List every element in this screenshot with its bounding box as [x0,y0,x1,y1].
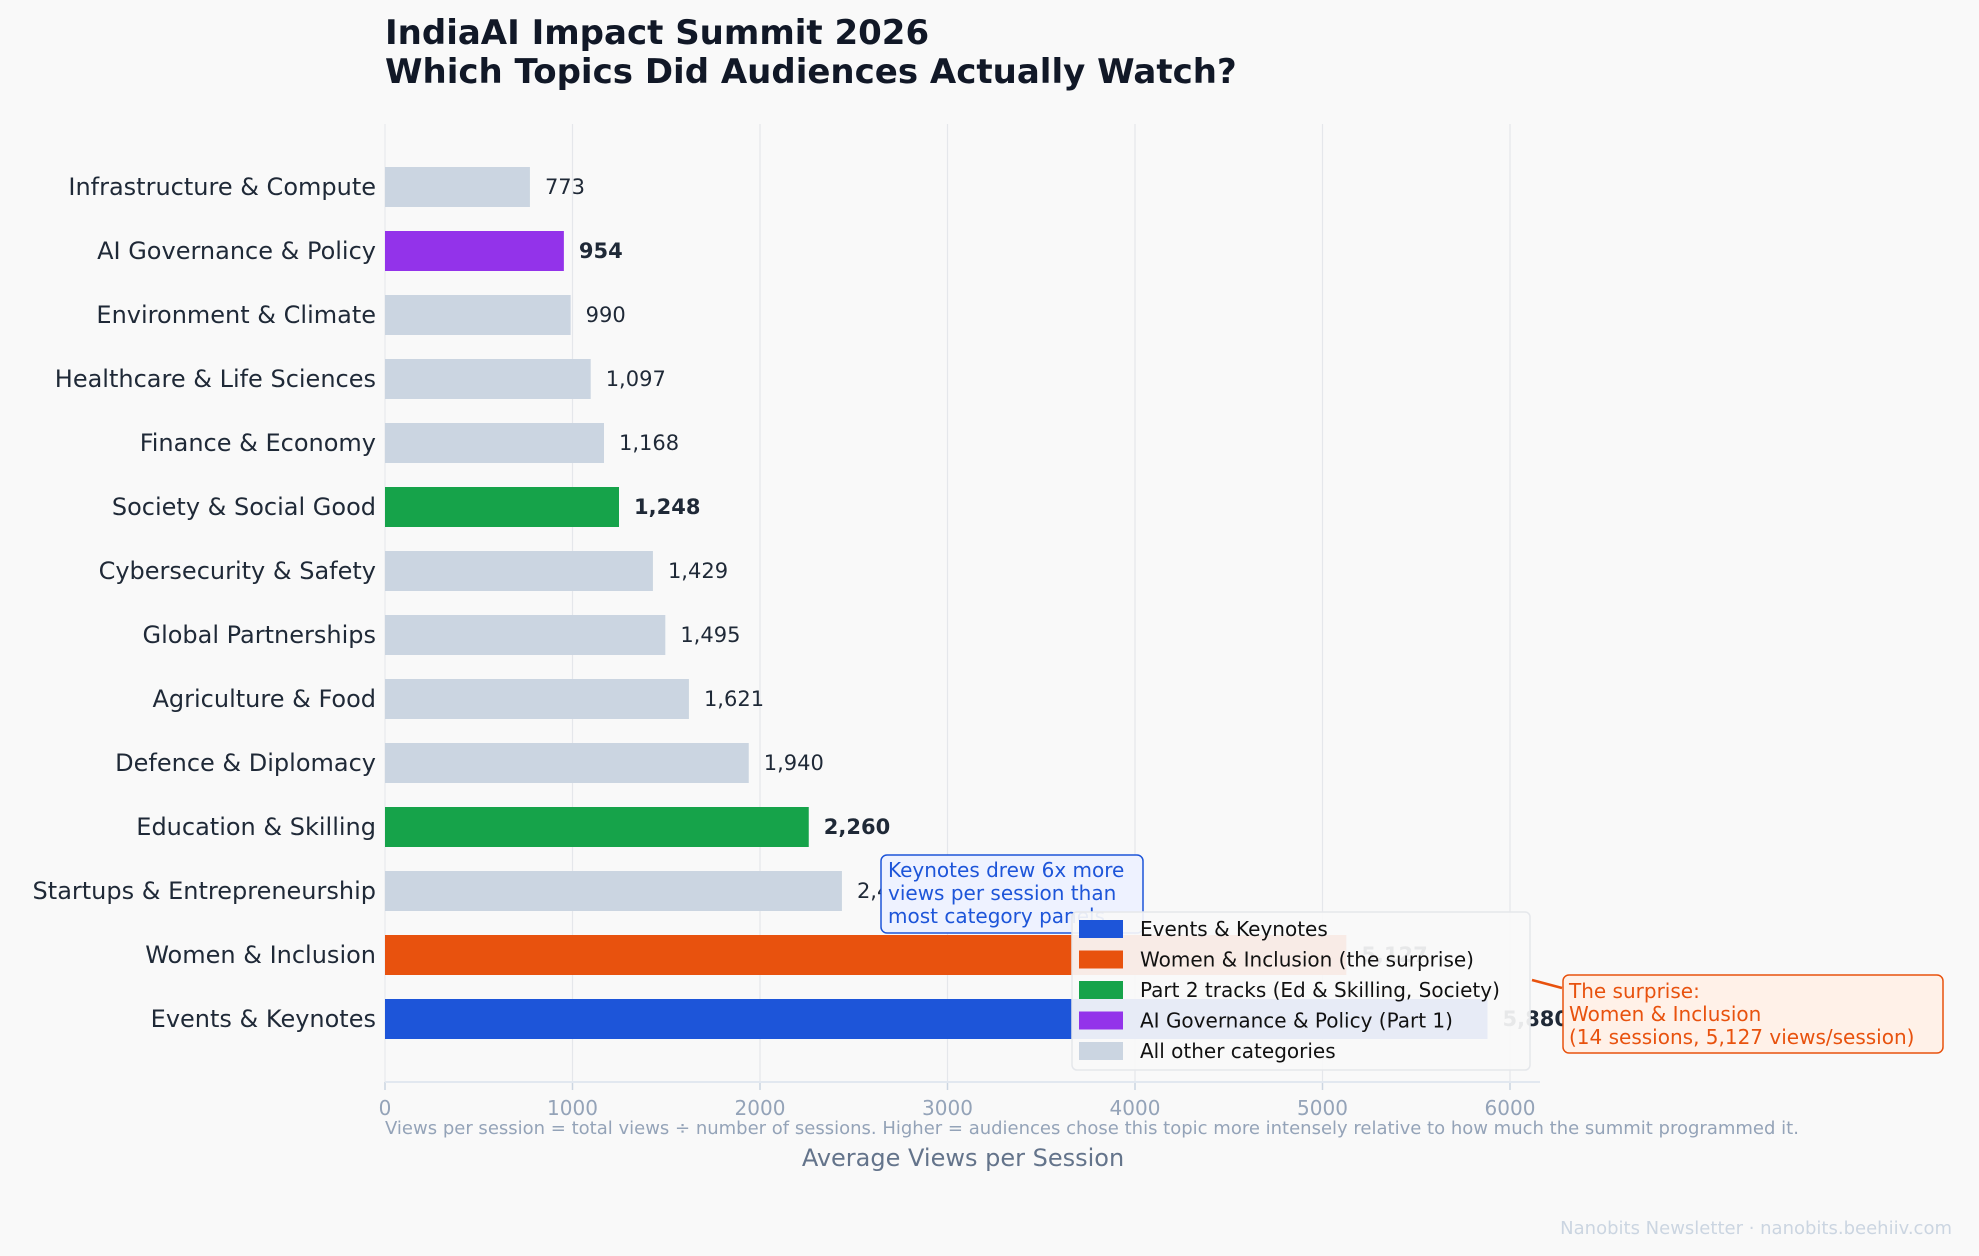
legend-swatch [1079,950,1123,969]
x-tick-label: 1000 [547,1096,598,1120]
women-annotation-arrow [1531,978,1563,990]
bar [385,679,689,719]
women-annotation-line-2: Women & Inclusion [1569,1002,1761,1026]
category-label: AI Governance & Policy [97,237,376,265]
legend-swatch [1079,1011,1123,1030]
bar [385,167,530,207]
category-label: Defence & Diplomacy [115,749,376,777]
category-label: Infrastructure & Compute [68,173,376,201]
legend-swatch [1079,1042,1123,1060]
credit: Nanobits Newsletter · nanobits.beehiiv.c… [1560,1218,1952,1239]
legend: Events & Keynotes Women & Inclusion (the … [1071,911,1531,1071]
x-axis-ticks: 0 1000 2000 3000 4000 5000 6000 [379,1082,1536,1120]
bar [385,551,653,591]
women-annotation-line-3: (14 sessions, 5,127 views/session) [1569,1025,1914,1049]
legend-label: AI Governance & Policy (Part 1) [1140,1009,1453,1033]
legend-label: All other categories [1140,1039,1336,1063]
gridlines [571,124,1511,1082]
value-label: 1,495 [680,623,740,647]
x-tick-label: 4000 [1110,1096,1161,1120]
legend-box [1071,911,1531,1071]
footnote: Views per session = total views ÷ number… [385,1118,1799,1139]
legend-label: Women & Inclusion (the surprise) [1140,948,1474,972]
chart-title-line-2: Which Topics Did Audiences Actually Watc… [385,52,1237,92]
value-label: 1,940 [764,751,824,775]
x-tick-label: 3000 [922,1096,973,1120]
category-label: Events & Keynotes [151,1005,376,1033]
women-annotation: The surprise: Women & Inclusion (14 sess… [1531,974,1944,1054]
bar [385,423,604,463]
category-label: Global Partnerships [142,621,376,649]
category-label: Finance & Economy [140,429,376,457]
category-label: Agriculture & Food [152,685,376,713]
bar [385,231,564,271]
bar [385,295,571,335]
category-label: Startups & Entrepreneurship [33,877,376,905]
value-label: 773 [545,175,585,199]
x-axis-label: Average Views per Session [802,1144,1124,1172]
value-label: 1,248 [634,495,700,519]
women-annotation-line-1: The surprise: [1568,979,1700,1003]
bar [385,871,842,911]
legend-swatch [1079,981,1123,999]
category-label: Women & Inclusion [145,941,376,969]
keynotes-annotation-line-1: Keynotes drew 6x more [888,858,1124,882]
keynotes-annotation-line-2: views per session than [888,881,1116,905]
bar [385,359,591,399]
women-annotation-box [1562,974,1944,1054]
legend-label: Part 2 tracks (Ed & Skilling, Society) [1140,978,1500,1002]
x-tick-label: 5000 [1297,1096,1348,1120]
category-label: Society & Social Good [112,493,376,521]
x-tick-label: 2000 [735,1096,786,1120]
category-label: Cybersecurity & Safety [99,557,376,585]
x-tick-label: 6000 [1485,1096,1536,1120]
bar [385,615,666,655]
value-label: 1,621 [704,687,764,711]
bar [385,807,809,847]
value-label: 954 [579,239,623,263]
bar [385,743,749,783]
keynotes-annotation-line-3: most category panels [888,904,1105,928]
category-label: Environment & Climate [96,301,376,329]
bar [385,487,619,527]
x-tick-label: 0 [379,1096,392,1120]
category-label: Education & Skilling [136,813,376,841]
value-label: 1,429 [668,559,728,583]
value-label: 1,168 [619,431,679,455]
legend-label: Events & Keynotes [1140,917,1328,941]
category-labels: Infrastructure & Compute AI Governance & … [33,173,376,1033]
chart-title-line-1: IndiaAI Impact Summit 2026 [385,13,929,53]
value-label: 990 [586,303,626,327]
value-label: 1,097 [606,367,666,391]
legend-swatch [1079,920,1123,938]
category-label: Healthcare & Life Sciences [55,365,376,393]
value-label: 2,260 [824,815,890,839]
